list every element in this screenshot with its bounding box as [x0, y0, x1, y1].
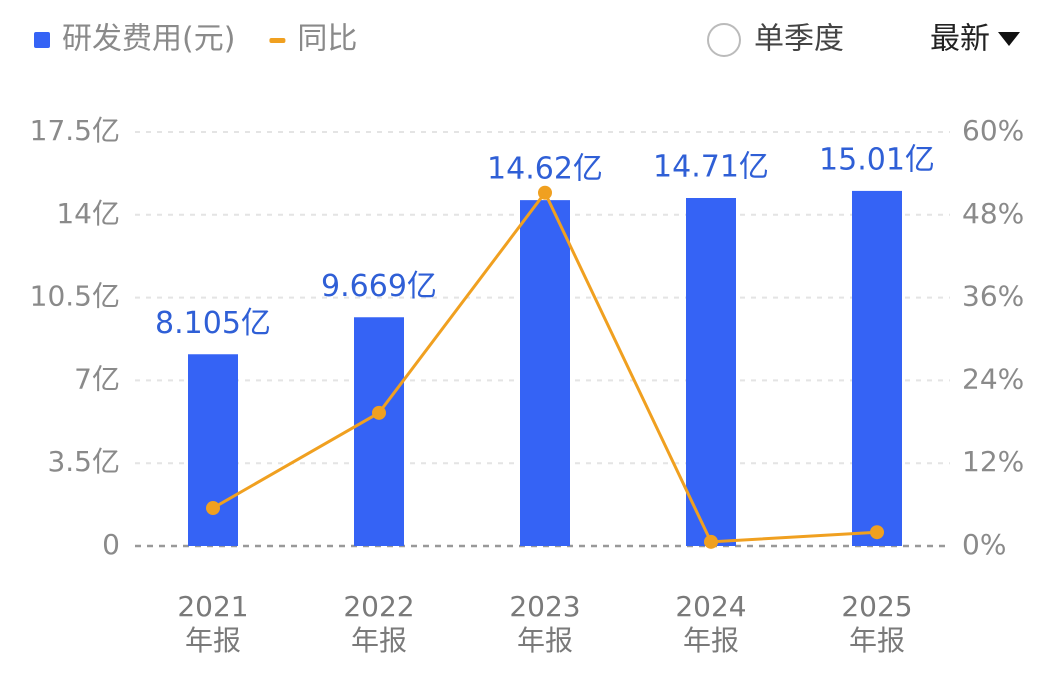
y2-tick-label: 12% — [962, 445, 1024, 478]
value-label: 15.01亿 — [819, 142, 935, 177]
radio[interactable] — [707, 23, 741, 57]
y2-tick-label: 0% — [962, 528, 1006, 561]
y-tick-label: 0 — [102, 528, 120, 561]
line-point — [206, 501, 220, 516]
period-select[interactable]: 最新 — [930, 22, 990, 57]
bar — [520, 200, 570, 546]
x-tick-label: 2021 年报 — [177, 590, 249, 657]
x-tick-label: 2022 年报 — [343, 590, 415, 657]
bar — [188, 354, 238, 546]
dropdown-arrow[interactable] — [998, 32, 1020, 46]
value-label: 8.105亿 — [155, 306, 271, 341]
y-tick-label: 3.5亿 — [47, 445, 120, 478]
y2-tick-label: 24% — [962, 362, 1024, 395]
y2-tick-label: 36% — [962, 280, 1024, 313]
y-tick-label: 17.5亿 — [30, 114, 120, 147]
line-point — [870, 525, 884, 540]
x-tick-label: 2024 年报 — [675, 590, 747, 657]
line-point — [372, 405, 386, 420]
legend-swatch — [34, 32, 50, 48]
x-tick-label: 2025 年报 — [841, 590, 913, 657]
legend-swatch — [269, 38, 286, 43]
legend-label: 同比 — [297, 22, 357, 57]
y2-tick-label: 60% — [962, 114, 1024, 147]
x-tick-label: 2023 年报 — [509, 590, 581, 657]
bar — [354, 317, 404, 546]
line-point — [704, 534, 718, 549]
value-label: 14.62亿 — [487, 152, 603, 187]
y-tick-label: 7亿 — [74, 362, 120, 395]
value-label: 14.71亿 — [653, 150, 769, 185]
bar — [852, 190, 902, 546]
legend-label: 研发费用(元) — [62, 22, 235, 57]
y-tick-label: 10.5亿 — [30, 280, 120, 313]
single-quarter-toggle[interactable]: 单季度 — [754, 22, 844, 57]
line-point — [538, 185, 552, 200]
value-label: 9.669亿 — [321, 269, 437, 304]
y2-tick-label: 48% — [962, 197, 1024, 230]
bar — [686, 198, 736, 547]
y-tick-label: 14亿 — [56, 197, 120, 230]
